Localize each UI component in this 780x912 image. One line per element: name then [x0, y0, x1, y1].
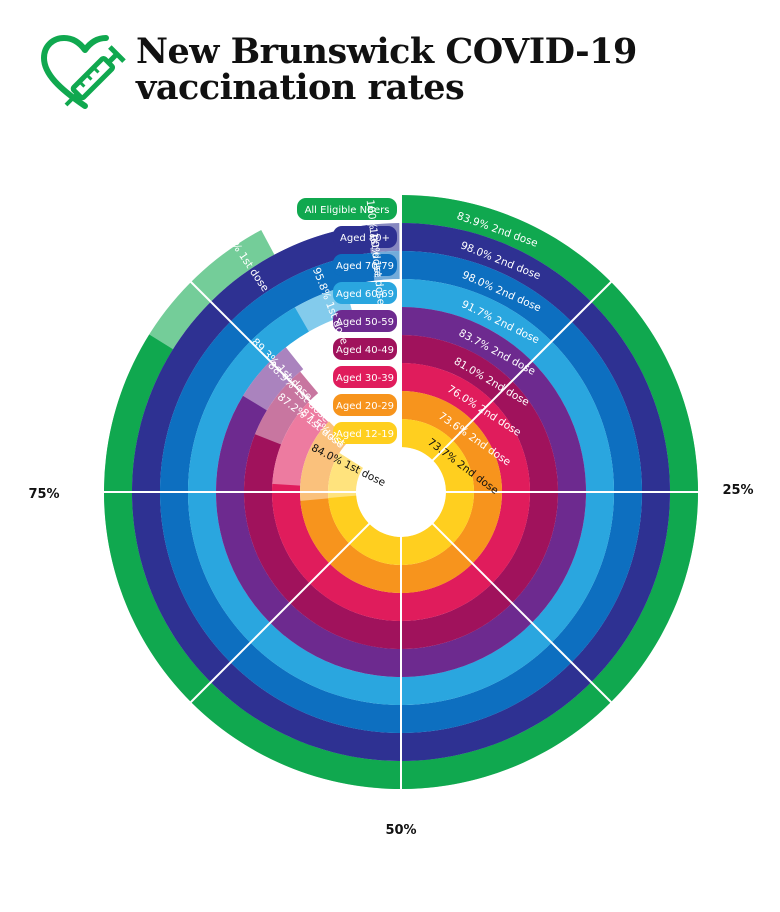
- title-line-2: vaccination rates: [136, 67, 465, 108]
- group-label-aged-70-79: Aged 70-79: [336, 261, 394, 272]
- axis-label-75: 75%: [28, 487, 59, 502]
- group-label-all-eligible-nbers: All Eligible NBers: [305, 205, 390, 216]
- title-line-1: New Brunswick COVID-19: [136, 31, 637, 72]
- spoke-line: [186, 520, 373, 707]
- group-pill-aged-50-59: [333, 310, 397, 332]
- heart-syringe-icon: [41, 35, 126, 109]
- group-label-aged-80-: Aged 80+: [340, 233, 390, 244]
- axis-label-25: 25%: [722, 483, 753, 498]
- group-pill-aged-20-29: [333, 394, 397, 416]
- spokes-layer: [98, 189, 704, 795]
- page-title: New Brunswick COVID-19 vaccination rates: [136, 34, 637, 106]
- axis-label-50: 50%: [385, 823, 416, 838]
- group-label-aged-12-19: Aged 12-19: [336, 429, 394, 440]
- group-label-aged-50-59: Aged 50-59: [336, 317, 394, 328]
- group-label-aged-30-39: Aged 30-39: [336, 373, 394, 384]
- group-pill-aged-12-19: [333, 422, 397, 444]
- spoke-line: [429, 277, 616, 464]
- group-pill-all-eligible-nbers: [297, 198, 397, 220]
- group-pill-aged-60-69: [333, 282, 397, 304]
- group-pill-aged-80-: [333, 226, 397, 248]
- spoke-line: [429, 520, 616, 707]
- group-pill-aged-70-79: [333, 254, 397, 276]
- pills-layer: All Eligible NBers Aged 80+ Aged 70-79 Aged…: [297, 198, 397, 444]
- group-label-aged-60-69: Aged 60-69: [336, 289, 394, 300]
- group-pill-aged-30-39: [333, 366, 397, 388]
- group-pill-aged-40-49: [333, 338, 397, 360]
- group-label-aged-20-29: Aged 20-29: [336, 401, 394, 412]
- header: New Brunswick COVID-19 vaccination rates: [40, 28, 740, 118]
- group-label-aged-40-49: Aged 40-49: [336, 345, 394, 356]
- center-hole: [365, 456, 437, 528]
